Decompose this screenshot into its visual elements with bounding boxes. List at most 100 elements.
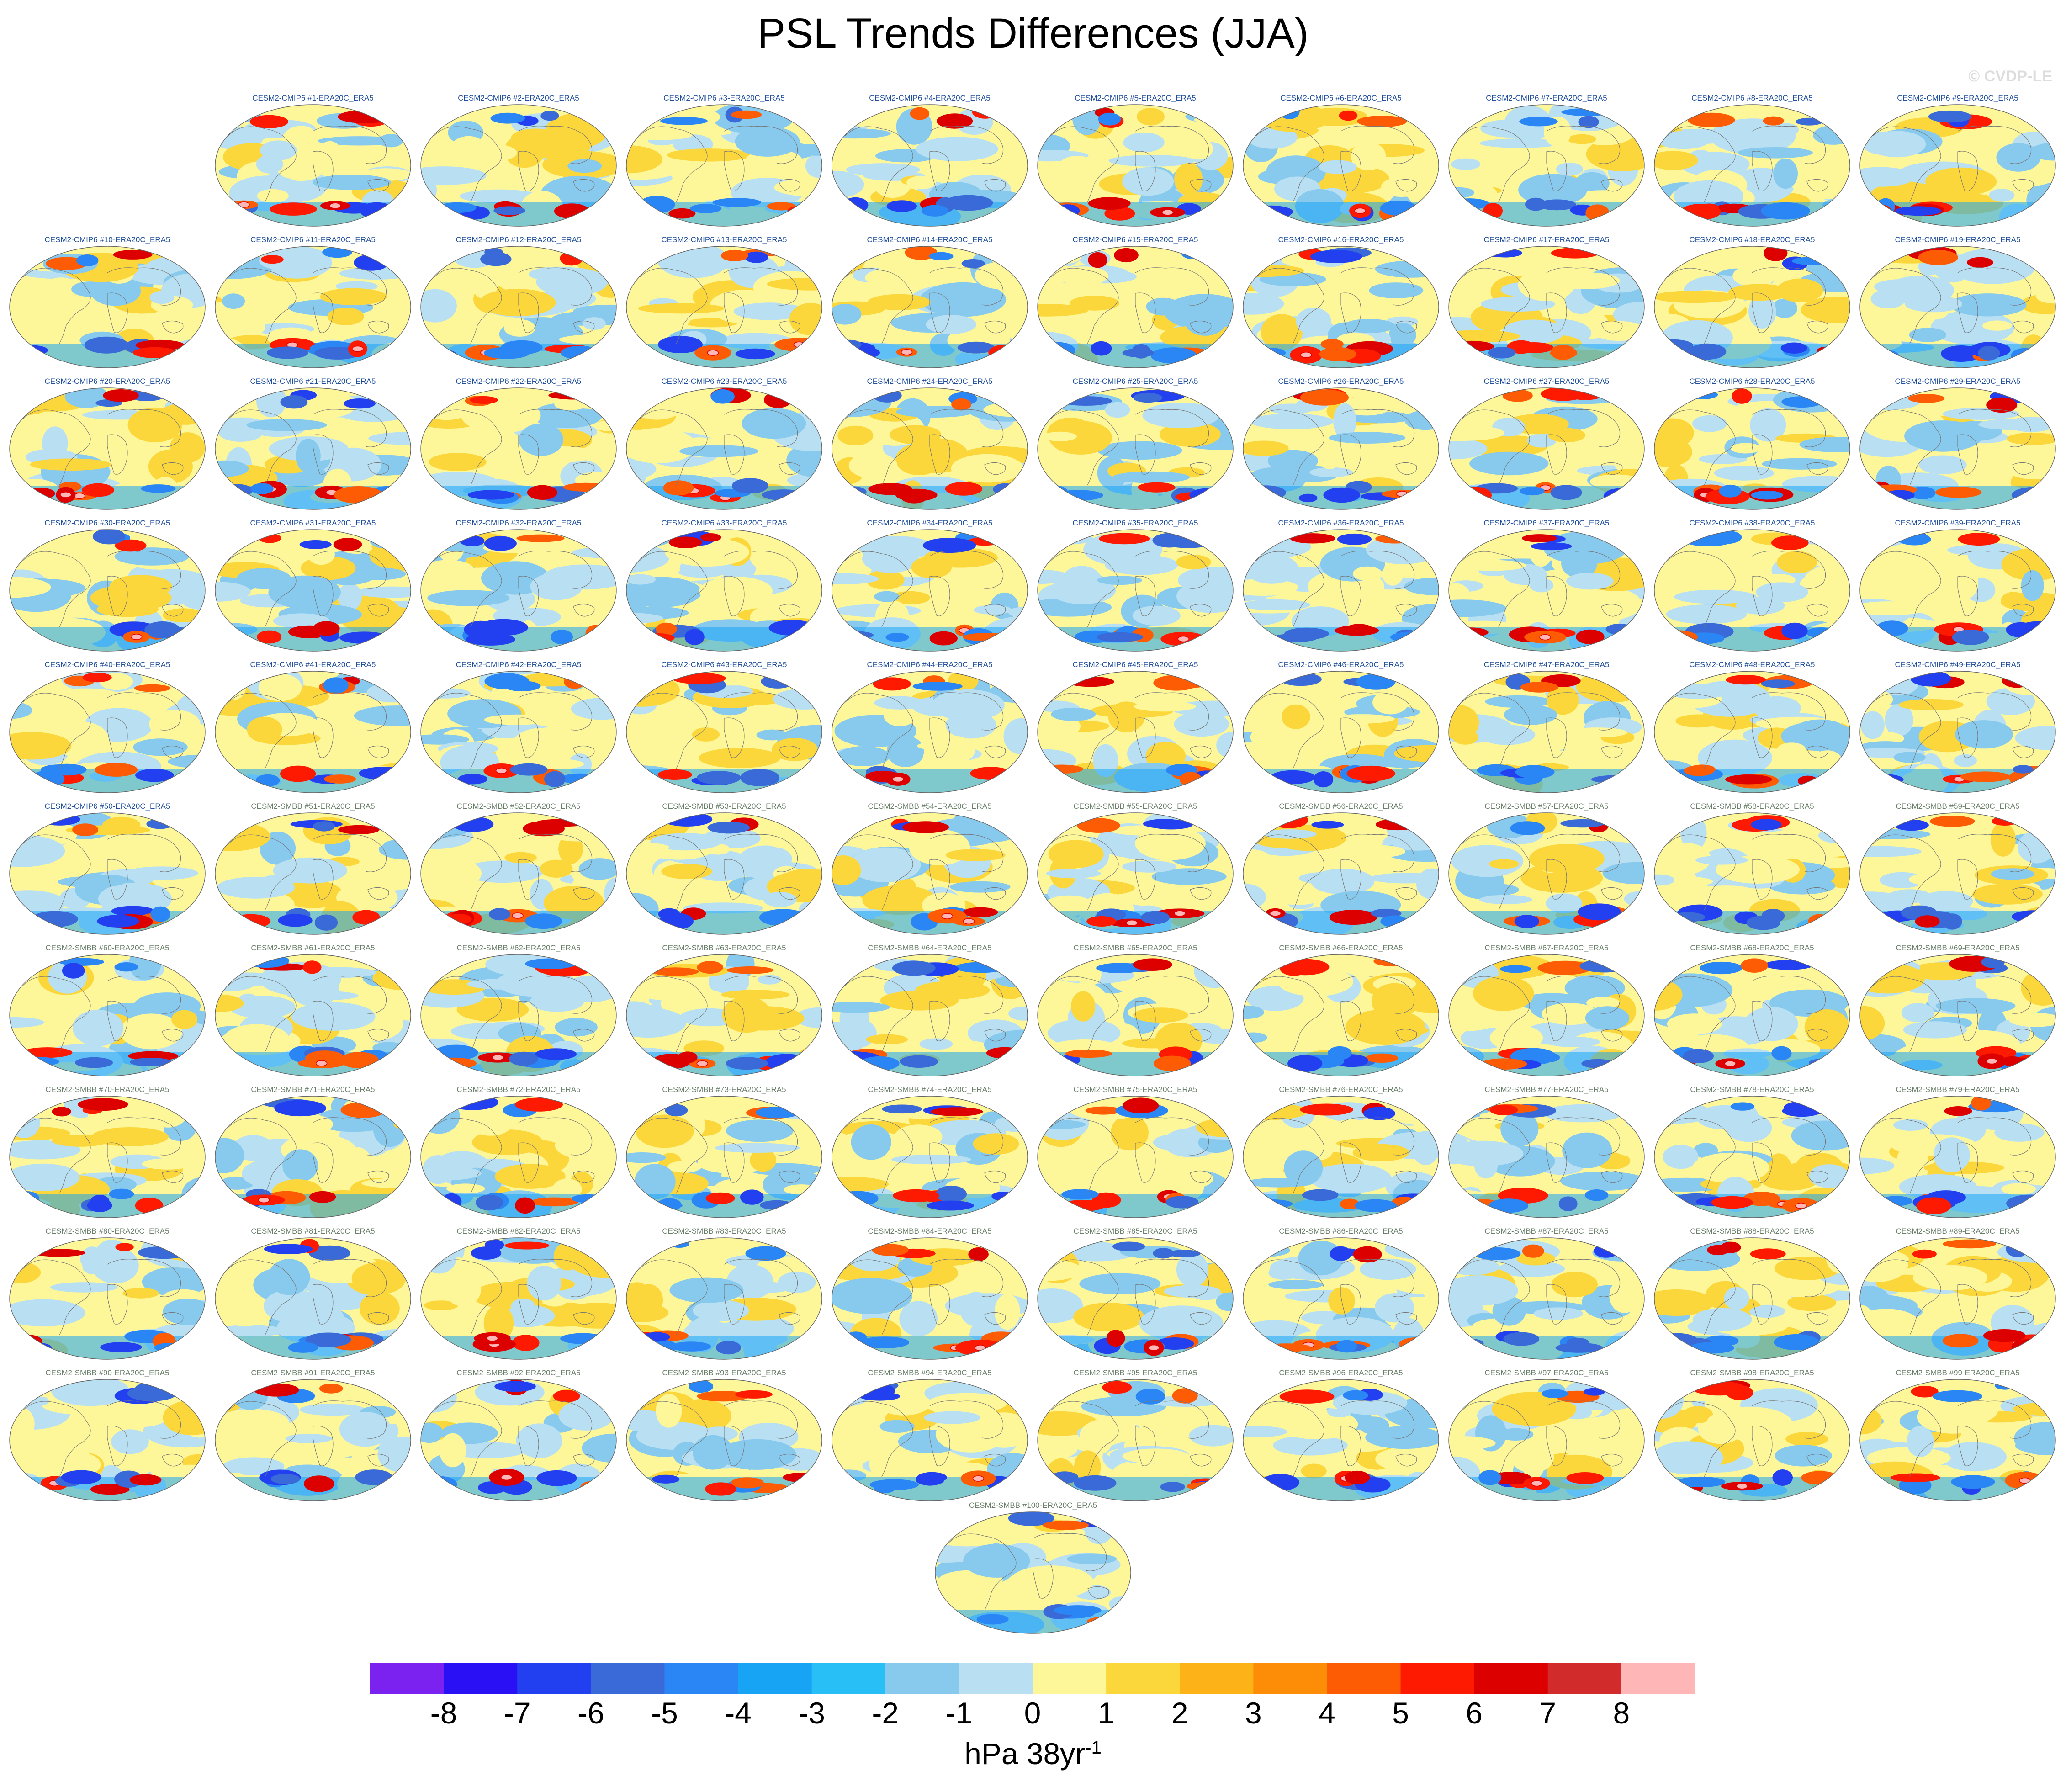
map-globe (1859, 387, 2056, 510)
panel-label: CESM2-SMBB #52-ERA20C_ERA5 (456, 802, 581, 811)
contour-region (1763, 1278, 1839, 1297)
map-globe (626, 246, 822, 368)
coastline-americas (845, 1259, 913, 1336)
coastline-eurasia (1135, 1259, 1209, 1297)
northern-anomaly (274, 1100, 326, 1117)
map-globe (215, 954, 411, 1076)
anomaly-peak (1177, 636, 1190, 642)
contour-region (1352, 1144, 1409, 1161)
coastline-americas (948, 1533, 1017, 1610)
anomaly-core (1605, 623, 1634, 635)
map-panel: CESM2-SMBB #52-ERA20C_ERA5 (416, 802, 621, 935)
coastline-eurasia (313, 409, 387, 447)
northern-anomaly (1720, 1241, 1741, 1253)
anomaly-core (1053, 490, 1103, 501)
panel-label: CESM2-SMBB #84-ERA20C_ERA5 (868, 1227, 992, 1235)
coastline-americas (1667, 976, 1736, 1052)
northern-anomaly (484, 536, 517, 551)
contour-region (1284, 1150, 1323, 1186)
coastline-australia (1601, 604, 1623, 617)
anomaly-core (657, 769, 692, 780)
coastline-americas (1873, 976, 1941, 1052)
coastlines (1462, 976, 1623, 1052)
coastline-africa (107, 859, 128, 900)
map-panel: CESM2-CMIP6 #43-ERA20C_ERA5 (621, 660, 827, 793)
contour-region (1319, 160, 1357, 174)
coastline-australia (162, 887, 184, 900)
map-globe (1654, 1237, 1850, 1360)
anomaly-core (726, 1057, 768, 1070)
colorbar-swatch (370, 1663, 444, 1694)
contour-region (1611, 1136, 1644, 1157)
anomaly-core (836, 1191, 879, 1206)
coastline-americas (228, 551, 297, 627)
anomaly-core (493, 206, 525, 215)
anomaly-core (1915, 915, 1940, 928)
coastline-eurasia (724, 692, 798, 731)
contour-region (291, 1002, 376, 1031)
colorbar-tick-label: 4 (1319, 1696, 1335, 1730)
map-panel: CESM2-CMIP6 #32-ERA20C_ERA5 (416, 519, 621, 652)
coastline-eurasia (1957, 551, 2032, 589)
anomaly-core (375, 776, 406, 785)
northern-anomaly (707, 822, 750, 834)
contour-region (1267, 450, 1319, 472)
anomaly-core (582, 1341, 610, 1354)
northern-anomaly (861, 1383, 895, 1399)
globe-outline (1243, 1237, 1439, 1360)
coastline-eurasia (313, 1259, 387, 1297)
anomaly-core (380, 916, 403, 928)
contour-region (1989, 189, 2015, 202)
coastline-americas (1050, 1118, 1119, 1194)
contour-region (1860, 601, 1928, 615)
contour-region (1991, 868, 2035, 880)
coastline-africa (724, 1001, 745, 1041)
coastline-eurasia (313, 1400, 387, 1439)
anomaly-core (1323, 487, 1361, 503)
contour-region (1243, 1141, 1294, 1175)
globe-outline (832, 387, 1028, 510)
contour-region (216, 130, 267, 143)
globe-outline (1243, 1379, 1439, 1501)
panel-label: CESM2-CMIP6 #12-ERA20C_ERA5 (456, 235, 582, 244)
coastline-americas (22, 693, 91, 769)
northern-anomaly (1700, 961, 1743, 975)
coastlines (228, 976, 389, 1052)
coastline-eurasia (724, 267, 798, 306)
contour-region (932, 689, 1005, 721)
northern-anomaly (1363, 1107, 1396, 1120)
northern-anomaly (902, 821, 949, 833)
northern-anomaly (146, 819, 174, 829)
contour-region (1925, 167, 1997, 196)
coastline-australia (1395, 1312, 1417, 1325)
map-panel: CESM2-CMIP6 #42-ERA20C_ERA5 (416, 660, 621, 793)
map-globe (9, 529, 206, 652)
contour-region (2001, 1183, 2036, 1195)
contour-region (1500, 1111, 1539, 1146)
map-globe (626, 104, 822, 227)
map-globe (420, 246, 617, 368)
northern-anomaly (1928, 110, 1972, 123)
anomaly-core (1978, 345, 2000, 361)
coastline-americas (845, 976, 913, 1052)
northern-anomaly (134, 684, 170, 692)
coastline-eurasia (313, 267, 387, 306)
contour-region (149, 291, 175, 304)
anomaly-peak (1148, 1344, 1160, 1351)
anomaly-peak (2019, 1477, 2031, 1484)
coastline-africa (313, 151, 334, 191)
coastline-americas (434, 551, 502, 627)
northern-anomaly (1537, 960, 1592, 975)
coastline-africa (1340, 151, 1361, 191)
coastline-americas (228, 693, 297, 769)
contour-region (1296, 308, 1331, 335)
contour-region (874, 696, 925, 710)
contour-region (2020, 294, 2055, 314)
contour-region (1893, 1119, 1928, 1131)
coastline-eurasia (1957, 1259, 2032, 1297)
map-globe (1654, 671, 1850, 793)
contour-region (1059, 156, 1096, 175)
northern-anomaly (494, 1381, 536, 1392)
contour-region (1947, 545, 2008, 556)
coastline-australia (162, 1453, 184, 1467)
